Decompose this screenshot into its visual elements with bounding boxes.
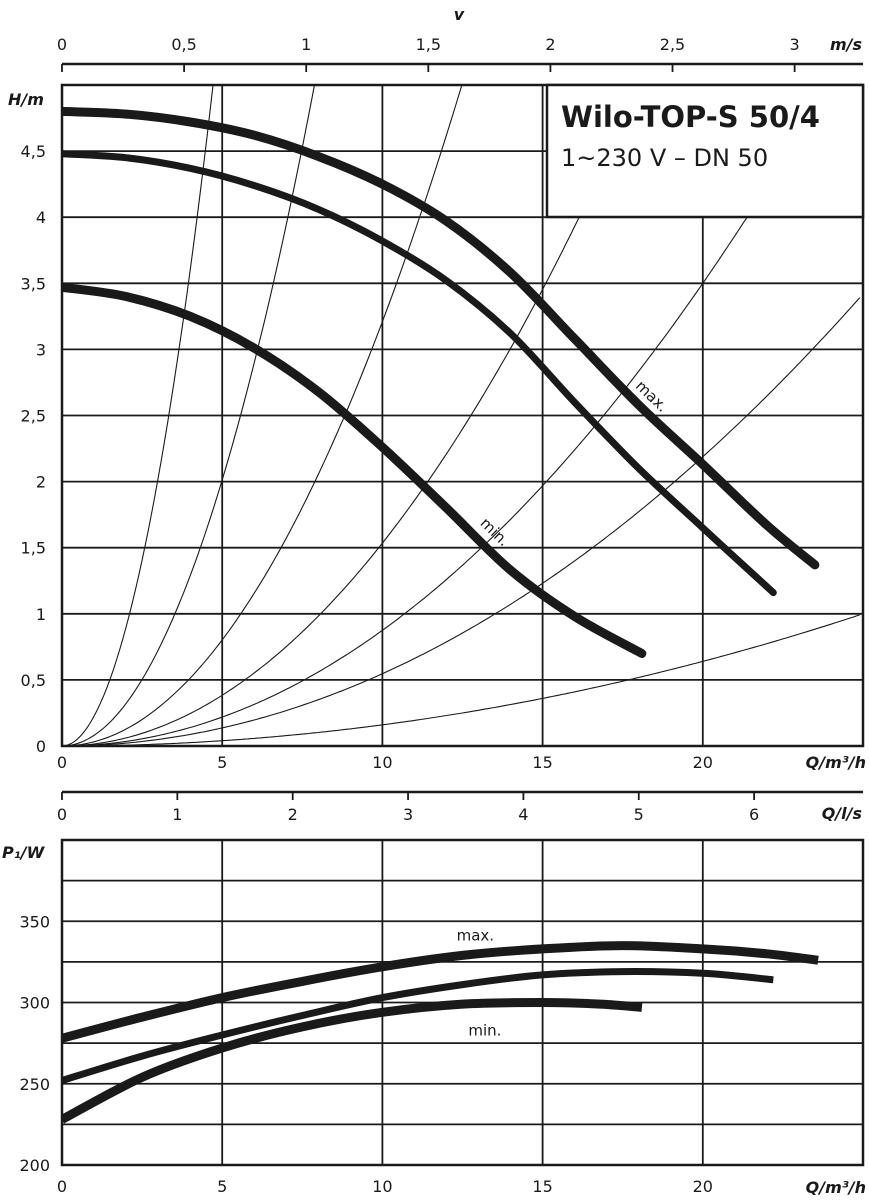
power-curves <box>62 941 819 1124</box>
power-x-tick-label: 20 <box>693 1177 713 1196</box>
head-y-tick-label: 4,5 <box>21 142 46 161</box>
power-chart-grid <box>62 840 863 1165</box>
head-y-tick-label: 4 <box>36 208 46 227</box>
head-y-tick-label: 2,5 <box>21 407 46 426</box>
head-curve-1 <box>62 106 820 570</box>
velocity-axis: 0 0,5 1 1,5 2 2,5 3 v m/s <box>57 5 863 72</box>
flow-ls-tick-label: 4 <box>518 805 528 824</box>
head-chart-frame <box>60 83 865 748</box>
head-x-tick-label: 0 <box>57 753 67 772</box>
system-curve <box>62 85 829 746</box>
flow-ls-tick-label: 2 <box>288 805 298 824</box>
power-curve-labels: max. min. <box>457 926 502 1039</box>
velocity-axis-label: v <box>454 5 465 24</box>
flow-ls-axis-unit: Q/l/s <box>822 804 862 823</box>
head-x-ticks: 0 5 10 15 20 <box>57 753 713 772</box>
velocity-axis-unit: m/s <box>830 35 862 54</box>
power-y-tick-label: 250 <box>19 1075 50 1094</box>
head-x-tick-label: 20 <box>693 753 713 772</box>
head-y-tick-label: 3 <box>36 340 46 359</box>
flow-ls-tick-label: 1 <box>172 805 182 824</box>
power-curve-label-1: max. <box>457 926 494 944</box>
power-y-axis-label: P₁/W <box>2 843 46 862</box>
head-y-axis-label: H/m <box>8 90 44 109</box>
flow-ls-ticks: 0 1 2 3 4 5 6 <box>57 792 759 824</box>
flow-ls-tick-label: 5 <box>634 805 644 824</box>
velocity-tick-label: 1 <box>301 35 311 54</box>
velocity-ticks: 0 0,5 1 1,5 2 2,5 3 <box>57 35 800 72</box>
velocity-tick-label: 0 <box>57 35 67 54</box>
velocity-tick-label: 3 <box>790 35 800 54</box>
velocity-tick-label: 2 <box>545 35 555 54</box>
title-box-frame <box>545 83 865 219</box>
chart-title: Wilo-TOP-S 50/4 <box>561 100 820 134</box>
head-y-tick-label: 1,5 <box>21 539 46 558</box>
velocity-tick-label: 1,5 <box>416 35 441 54</box>
power-chart: max. min. 0 1 2 3 4 5 6 Q/l/s 200 250 300 350 0 5 10… <box>2 790 866 1197</box>
power-x-tick-label: 15 <box>532 1177 552 1196</box>
power-y-tick-label: 200 <box>19 1156 50 1175</box>
system-curve <box>62 85 641 746</box>
head-y-tick-label: 2 <box>36 473 46 492</box>
head-curve-3 <box>62 282 647 658</box>
velocity-tick-label: 2,5 <box>660 35 685 54</box>
power-curve-2 <box>62 968 774 1084</box>
power-x-ticks: 0 5 10 15 20 <box>57 1177 713 1196</box>
head-x-tick-label: 15 <box>532 753 552 772</box>
head-x-axis-label: Q/m³/h <box>806 753 866 772</box>
head-curves <box>62 106 820 658</box>
head-y-tick-label: 3,5 <box>21 274 46 293</box>
power-y-tick-label: 350 <box>19 912 50 931</box>
flow-ls-tick-label: 6 <box>749 805 759 824</box>
power-chart-frame <box>60 838 865 1167</box>
power-x-tick-label: 5 <box>217 1177 227 1196</box>
system-curve <box>62 297 861 746</box>
power-curve-1 <box>62 941 819 1043</box>
head-x-tick-label: 5 <box>217 753 227 772</box>
power-x-tick-label: 0 <box>57 1177 67 1196</box>
head-chart-title-box: Wilo-TOP-S 50/4 1~230 V – DN 50 <box>545 83 865 219</box>
power-x-tick-label: 10 <box>372 1177 392 1196</box>
head-curve-2 <box>62 150 777 597</box>
head-y-ticks: 0 0,5 1 1,5 2 2,5 3 3,5 4 4,5 <box>21 142 46 756</box>
power-y-tick-label: 300 <box>19 994 50 1013</box>
chart-subtitle: 1~230 V – DN 50 <box>561 144 768 172</box>
power-curve-3 <box>62 997 643 1124</box>
power-x-axis-label: Q/m³/h <box>806 1178 866 1197</box>
system-curve <box>62 614 860 746</box>
flow-ls-tick-label: 3 <box>403 805 413 824</box>
system-curve <box>62 85 214 746</box>
head-y-tick-label: 0 <box>36 737 46 756</box>
system-curves <box>62 85 861 746</box>
head-y-tick-label: 0,5 <box>21 671 46 690</box>
head-x-tick-label: 10 <box>372 753 392 772</box>
system-curve <box>62 85 463 746</box>
power-y-ticks: 200 250 300 350 <box>19 912 50 1175</box>
system-curve <box>62 85 316 746</box>
flow-ls-axis: 0 1 2 3 4 5 6 Q/l/s <box>57 790 863 824</box>
power-curve-label-3: min. <box>468 1022 501 1040</box>
head-chart: Wilo-TOP-S 50/4 1~230 V – DN 50 max.min.… <box>8 5 866 772</box>
head-y-tick-label: 1 <box>36 605 46 624</box>
velocity-tick-label: 0,5 <box>171 35 196 54</box>
flow-ls-tick-label: 0 <box>57 805 67 824</box>
